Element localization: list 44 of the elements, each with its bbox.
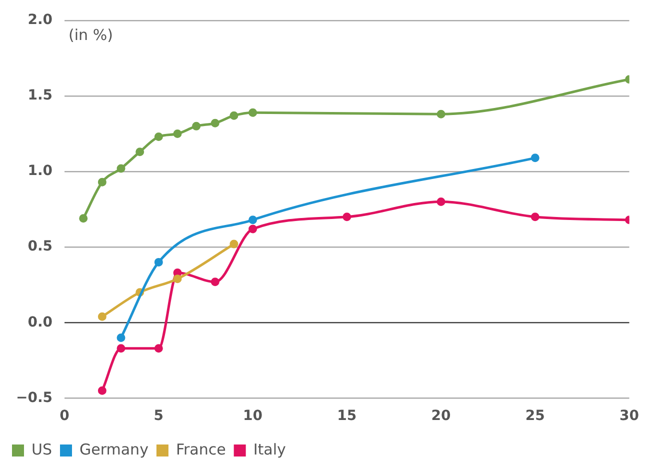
y-tick-label: 0.0 xyxy=(28,314,53,330)
point xyxy=(436,110,446,118)
point xyxy=(342,212,352,222)
x-tick-label: 5 xyxy=(154,408,164,424)
y-tick-label: 0.5 xyxy=(28,238,53,255)
point xyxy=(136,148,144,156)
legend-label: Italy xyxy=(253,440,286,458)
point xyxy=(154,344,163,353)
point xyxy=(248,224,258,234)
legend-label: France xyxy=(176,440,226,458)
legend-label: Germany xyxy=(80,440,149,458)
point xyxy=(210,118,220,128)
y-axis-title: (in %) xyxy=(68,26,113,44)
x-tick-label: 0 xyxy=(60,408,70,424)
legend-label: US xyxy=(32,440,52,458)
y-tick-label: 1.5 xyxy=(28,88,53,104)
point xyxy=(98,178,106,186)
point xyxy=(173,274,182,284)
point xyxy=(79,214,88,223)
point xyxy=(230,240,238,248)
x-tick-label: 20 xyxy=(431,408,452,424)
x-tick-label: 25 xyxy=(525,408,545,424)
x-tick-label: 10 xyxy=(243,408,263,424)
point xyxy=(116,334,126,342)
point xyxy=(530,154,540,162)
point xyxy=(192,122,201,130)
point xyxy=(116,344,126,353)
point xyxy=(436,197,446,206)
y-tick-label: 1.0 xyxy=(28,163,53,180)
point xyxy=(98,386,106,395)
point xyxy=(248,108,258,117)
y-tick-label: −0.5 xyxy=(16,390,53,406)
point xyxy=(530,212,540,222)
point xyxy=(116,164,126,173)
point xyxy=(154,258,163,266)
point xyxy=(173,129,182,138)
point xyxy=(248,216,258,224)
y-tick-label: 2.0 xyxy=(28,12,53,28)
point xyxy=(230,111,238,120)
point xyxy=(154,132,163,142)
point xyxy=(98,312,106,321)
x-tick-label: 30 xyxy=(620,408,640,424)
point xyxy=(210,278,220,286)
x-tick-label: 15 xyxy=(337,408,357,424)
